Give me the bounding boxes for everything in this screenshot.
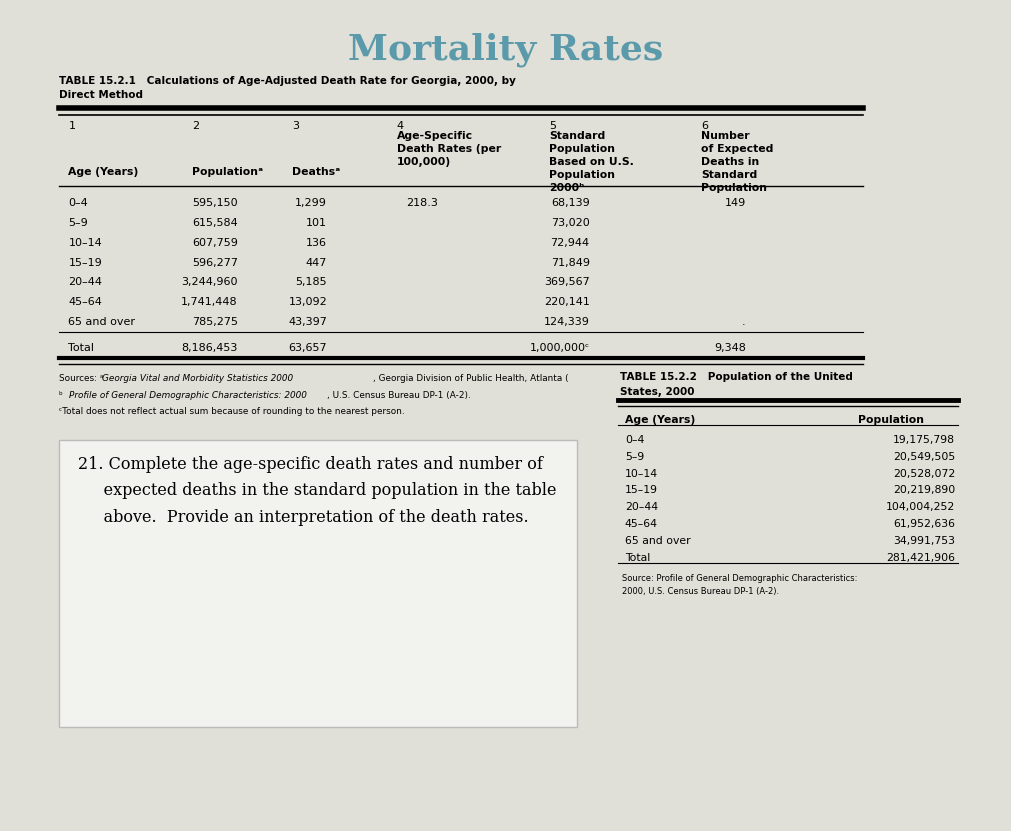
Text: ᶜTotal does not reflect actual sum because of rounding to the nearest person.: ᶜTotal does not reflect actual sum becau… (59, 407, 404, 416)
Text: Age-Specific
Death Rates (per
100,000): Age-Specific Death Rates (per 100,000) (396, 130, 500, 167)
Text: Population: Population (857, 415, 923, 425)
Text: 8,186,453: 8,186,453 (181, 343, 238, 353)
Text: 5–9: 5–9 (625, 452, 644, 462)
Text: 68,139: 68,139 (550, 198, 589, 208)
Text: , Georgia Division of Public Health, Atlanta (: , Georgia Division of Public Health, Atl… (372, 374, 568, 383)
Text: 20–44: 20–44 (69, 278, 102, 288)
Text: Deathsᵃ: Deathsᵃ (292, 166, 340, 176)
Text: 10–14: 10–14 (69, 238, 102, 248)
Text: Georgia Vital and Morbidity Statistics 2000: Georgia Vital and Morbidity Statistics 2… (101, 374, 292, 383)
Text: 20,549,505: 20,549,505 (892, 452, 954, 462)
Text: 2000, U.S. Census Bureau DP-1 (A-2).: 2000, U.S. Census Bureau DP-1 (A-2). (622, 587, 778, 596)
Text: 71,849: 71,849 (550, 258, 589, 268)
Text: ᵇ: ᵇ (59, 391, 63, 400)
Text: 124,339: 124,339 (543, 317, 589, 327)
Text: 5,185: 5,185 (295, 278, 327, 288)
Text: 45–64: 45–64 (69, 297, 102, 307)
Text: 1,299: 1,299 (295, 198, 327, 208)
Text: 1,000,000ᶜ: 1,000,000ᶜ (529, 343, 589, 353)
Text: 13,092: 13,092 (288, 297, 327, 307)
Text: 3: 3 (292, 121, 298, 131)
Text: 19,175,798: 19,175,798 (892, 435, 954, 445)
Text: 9,348: 9,348 (713, 343, 745, 353)
FancyBboxPatch shape (59, 440, 577, 727)
Text: 615,584: 615,584 (192, 218, 238, 228)
Text: 4: 4 (396, 121, 403, 131)
Text: 220,141: 220,141 (543, 297, 589, 307)
Text: 5–9: 5–9 (69, 218, 88, 228)
Text: 5: 5 (548, 121, 555, 131)
Text: 101: 101 (306, 218, 327, 228)
Text: , U.S. Census Bureau DP-1 (A-2).: , U.S. Census Bureau DP-1 (A-2). (327, 391, 470, 400)
Text: 369,567: 369,567 (544, 278, 589, 288)
Text: 34,991,753: 34,991,753 (892, 536, 954, 546)
Text: 595,150: 595,150 (192, 198, 238, 208)
Text: 1: 1 (69, 121, 76, 131)
Text: 65 and over: 65 and over (69, 317, 135, 327)
Text: 1,741,448: 1,741,448 (181, 297, 238, 307)
Text: Sources: ᵃ: Sources: ᵃ (59, 374, 103, 383)
Text: 20,219,890: 20,219,890 (892, 485, 954, 495)
Text: 21. Complete the age-specific death rates and number of
     expected deaths in : 21. Complete the age-specific death rate… (78, 455, 556, 526)
Text: Total: Total (69, 343, 94, 353)
Text: 3,244,960: 3,244,960 (181, 278, 238, 288)
Text: Mortality Rates: Mortality Rates (348, 32, 663, 67)
Text: 136: 136 (306, 238, 327, 248)
Text: Age (Years): Age (Years) (69, 166, 139, 176)
Text: 63,657: 63,657 (288, 343, 327, 353)
Text: 0–4: 0–4 (625, 435, 644, 445)
Text: 0–4: 0–4 (69, 198, 88, 208)
Text: 20,528,072: 20,528,072 (892, 469, 954, 479)
Text: Total: Total (625, 553, 649, 563)
Text: 73,020: 73,020 (550, 218, 589, 228)
Text: 281,421,906: 281,421,906 (885, 553, 954, 563)
Text: 43,397: 43,397 (288, 317, 327, 327)
Text: .: . (741, 317, 745, 327)
Text: 596,277: 596,277 (191, 258, 238, 268)
Text: Number
of Expected
Deaths in
Standard
Population: Number of Expected Deaths in Standard Po… (701, 130, 772, 194)
Text: 72,944: 72,944 (550, 238, 589, 248)
Text: Populationᵃ: Populationᵃ (192, 166, 263, 176)
Text: 61,952,636: 61,952,636 (892, 519, 954, 529)
Text: 20–44: 20–44 (625, 502, 657, 512)
Text: States, 2000: States, 2000 (620, 386, 694, 396)
Text: 2: 2 (192, 121, 199, 131)
Text: 65 and over: 65 and over (625, 536, 690, 546)
Text: 104,004,252: 104,004,252 (885, 502, 954, 512)
Text: 15–19: 15–19 (69, 258, 102, 268)
Text: 607,759: 607,759 (192, 238, 238, 248)
Text: 15–19: 15–19 (625, 485, 657, 495)
Text: Source: Profile of General Demographic Characteristics:: Source: Profile of General Demographic C… (622, 574, 856, 583)
Text: 218.3: 218.3 (405, 198, 437, 208)
Text: TABLE 15.2.1   Calculations of Age-Adjusted Death Rate for Georgia, 2000, by
Dir: TABLE 15.2.1 Calculations of Age-Adjuste… (59, 76, 516, 100)
Text: 6: 6 (701, 121, 708, 131)
Text: TABLE 15.2.2   Population of the United: TABLE 15.2.2 Population of the United (620, 372, 852, 382)
Text: 785,275: 785,275 (191, 317, 238, 327)
Text: Standard
Population
Based on U.S.
Population
2000ᵇ: Standard Population Based on U.S. Popula… (548, 130, 633, 194)
Text: 10–14: 10–14 (625, 469, 657, 479)
Text: Profile of General Demographic Characteristics: 2000: Profile of General Demographic Character… (70, 391, 307, 400)
Text: 45–64: 45–64 (625, 519, 657, 529)
Text: Age (Years): Age (Years) (625, 415, 695, 425)
Text: 447: 447 (305, 258, 327, 268)
Text: 149: 149 (724, 198, 745, 208)
